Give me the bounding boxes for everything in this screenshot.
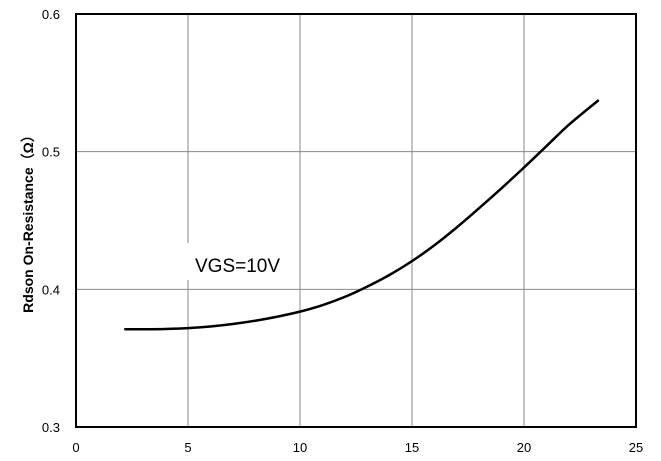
grid xyxy=(76,14,636,427)
y-tick-label: 0.4 xyxy=(42,282,60,297)
y-axis-label: Rdson On-Resistance（Ω） xyxy=(20,128,36,313)
plot-area-frame xyxy=(75,13,637,428)
x-tick-label: 20 xyxy=(517,440,531,455)
vgs-annotation: VGS=10V xyxy=(195,256,280,277)
annotation-background xyxy=(180,243,295,280)
y-tick-label: 0.5 xyxy=(42,145,60,160)
x-axis-ticks: 0 5 10 15 20 25 xyxy=(72,440,643,455)
x-tick-label: 15 xyxy=(405,440,419,455)
y-axis-ticks: 0.3 0.4 0.5 0.6 xyxy=(42,7,60,435)
y-tick-label: 0.6 xyxy=(42,7,60,22)
y-tick-label: 0.3 xyxy=(42,420,60,435)
x-tick-label: 5 xyxy=(184,440,191,455)
x-tick-label: 25 xyxy=(629,440,643,455)
x-tick-label: 0 xyxy=(72,440,79,455)
series-line xyxy=(124,99,600,331)
x-tick-label: 10 xyxy=(293,440,307,455)
